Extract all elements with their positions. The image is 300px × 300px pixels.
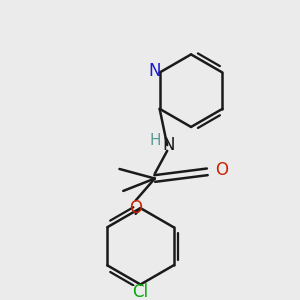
Text: N: N — [148, 61, 161, 80]
Text: Cl: Cl — [132, 283, 148, 300]
Text: N: N — [163, 136, 175, 154]
Text: O: O — [129, 199, 142, 217]
Text: O: O — [215, 161, 228, 179]
Text: H: H — [149, 133, 160, 148]
